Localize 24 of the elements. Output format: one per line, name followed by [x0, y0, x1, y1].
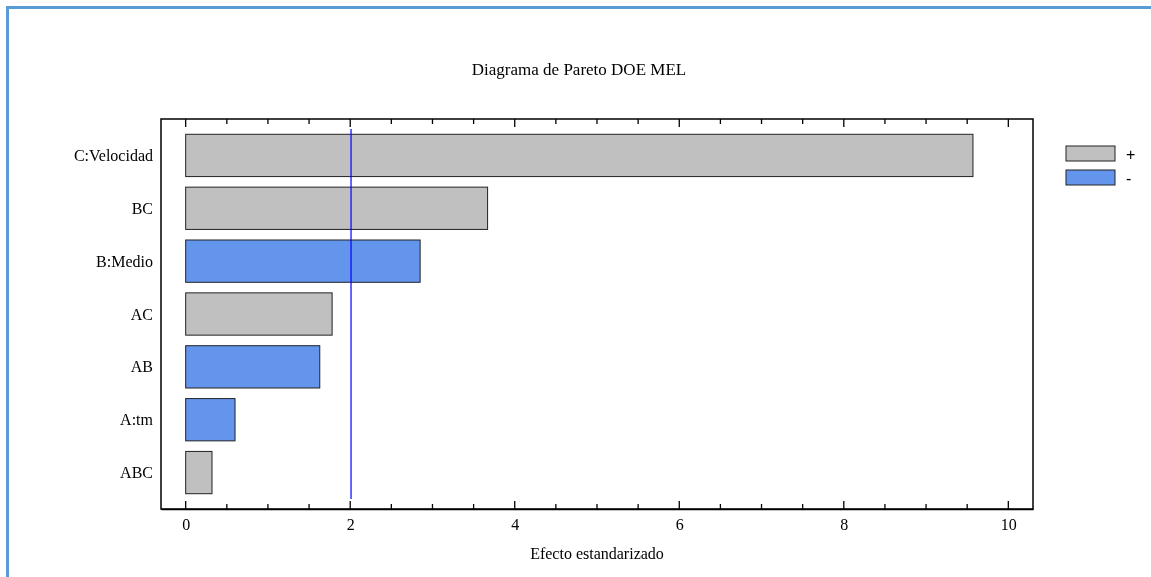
- chart-title: Diagrama de Pareto DOE MEL: [471, 60, 687, 79]
- bar: [185, 292, 333, 336]
- x-tick-label: 0: [182, 515, 191, 533]
- y-tick-label: BC: [131, 199, 153, 217]
- x-tick-label: 4: [511, 515, 520, 533]
- bar: [185, 186, 489, 230]
- legend-label: -: [1126, 169, 1132, 187]
- bar: [185, 239, 421, 283]
- y-tick-label: A:tm: [120, 411, 154, 429]
- x-tick-label: 2: [346, 515, 355, 533]
- x-tick-label: 6: [675, 515, 684, 533]
- x-axis-title: Efecto estandarizado: [530, 545, 664, 562]
- y-tick-label: B:Medio: [96, 252, 153, 270]
- bar: [185, 450, 213, 495]
- bar: [185, 345, 321, 389]
- y-tick-label: AB: [130, 358, 153, 376]
- x-tick-label: 8: [840, 515, 849, 533]
- x-tick-label: 10: [1000, 515, 1017, 533]
- legend-label: +: [1126, 145, 1136, 163]
- y-tick-label: ABC: [120, 464, 153, 482]
- y-tick-label: C:Velocidad: [73, 147, 153, 165]
- bar: [185, 133, 974, 178]
- y-tick-label: AC: [130, 305, 153, 323]
- bar: [185, 398, 236, 442]
